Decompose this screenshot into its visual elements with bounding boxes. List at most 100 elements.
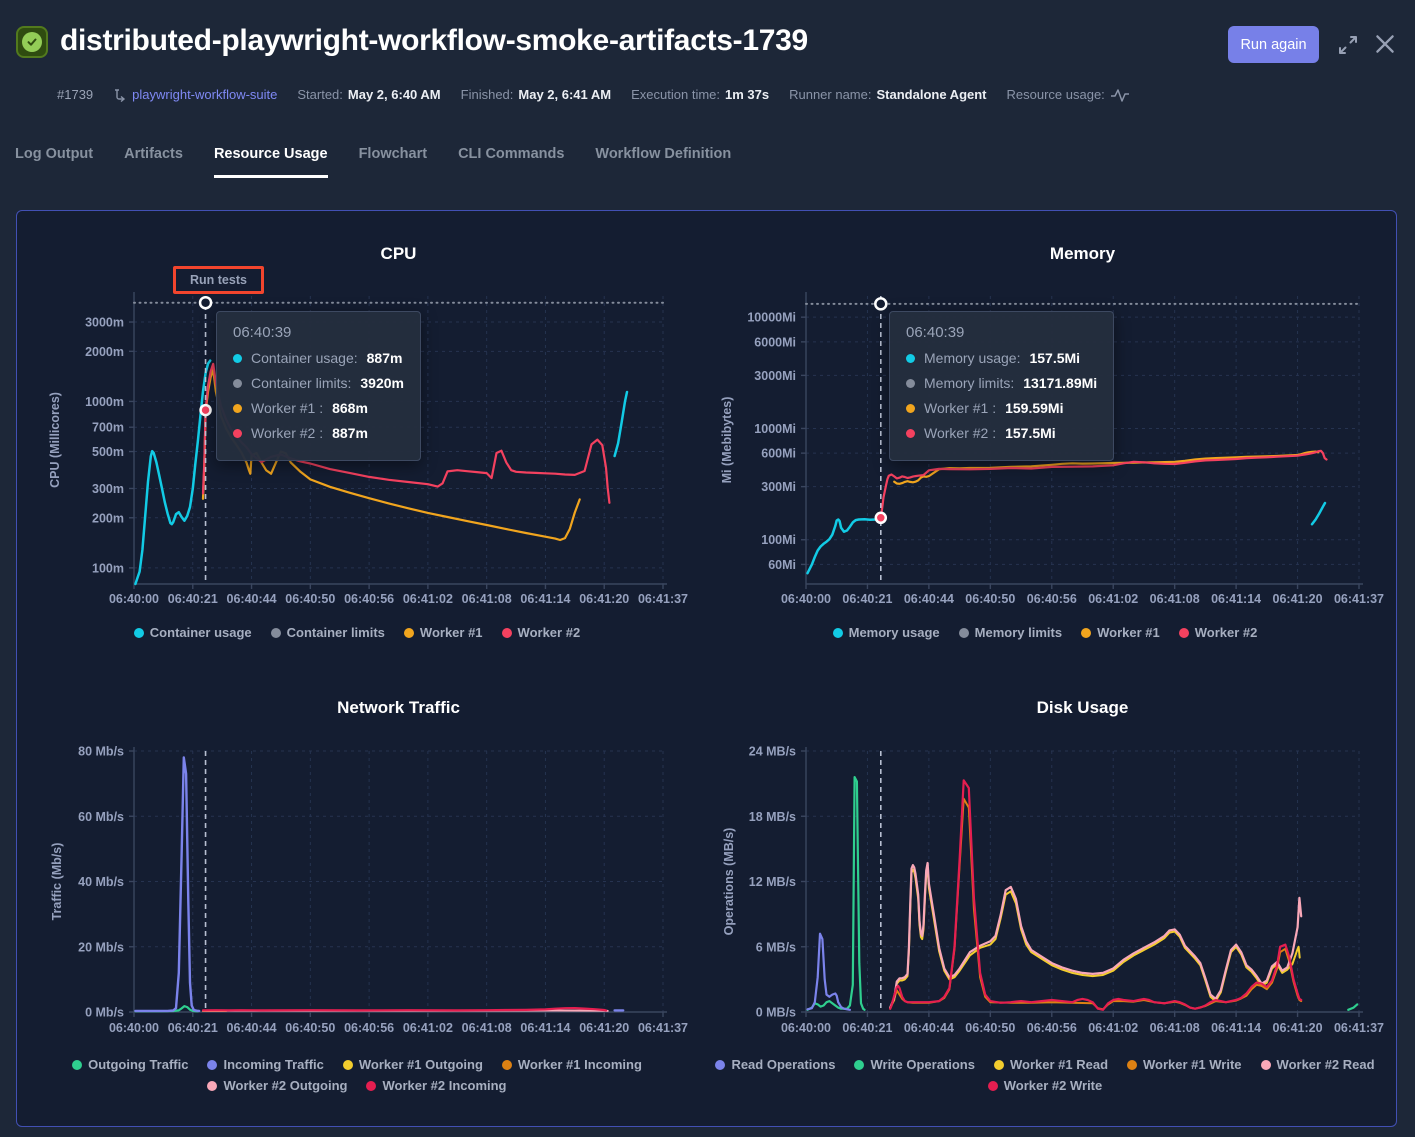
svg-text:300m: 300m xyxy=(92,482,124,496)
svg-text:600Mi: 600Mi xyxy=(761,447,796,461)
legend-item[interactable]: Worker #2 xyxy=(501,625,580,640)
tooltip-row: Container limits: 3920m xyxy=(233,375,404,391)
svg-text:06:40:56: 06:40:56 xyxy=(344,1021,394,1035)
legend-item[interactable]: Memory usage xyxy=(832,625,940,640)
legend-item[interactable]: Worker #2 xyxy=(1178,625,1257,640)
tab-workflow-definition[interactable]: Workflow Definition xyxy=(595,146,732,162)
legend-item[interactable]: Container limits xyxy=(270,625,385,640)
svg-text:06:41:20: 06:41:20 xyxy=(1273,1021,1323,1035)
svg-text:06:40:56: 06:40:56 xyxy=(344,592,394,606)
memory-chart[interactable]: 60Mi 100Mi 300Mi 600Mi 1000Mi 3000Mi 6000Mi 100… xyxy=(691,231,1399,631)
legend-dot xyxy=(501,1059,512,1070)
meta-resource-usage[interactable]: Resource usage: xyxy=(1007,87,1130,102)
svg-text:10000Mi: 10000Mi xyxy=(747,311,796,325)
legend-item[interactable]: Worker #2 Outgoing xyxy=(207,1078,347,1093)
svg-text:06:40:21: 06:40:21 xyxy=(842,1021,892,1035)
memory-legend: Memory usage Memory limits Worker #1 Worker… xyxy=(691,625,1399,640)
svg-text:06:40:00: 06:40:00 xyxy=(109,1021,159,1035)
legend-item[interactable]: Worker #2 Write xyxy=(987,1078,1102,1093)
svg-text:06:41:14: 06:41:14 xyxy=(1211,592,1261,606)
expand-icon[interactable] xyxy=(1336,33,1360,62)
svg-text:Traffic (Mb/s): Traffic (Mb/s) xyxy=(50,843,64,921)
disk-usage-chart[interactable]: 0 MB/s 6 MB/s 12 MB/s 18 MB/s 24 MB/s 06:40:0… xyxy=(691,689,1399,1089)
legend-dot xyxy=(366,1080,377,1091)
svg-text:06:41:37: 06:41:37 xyxy=(638,1021,688,1035)
legend-dot xyxy=(987,1080,998,1091)
legend-item[interactable]: Worker #1 Incoming xyxy=(501,1057,642,1072)
tab-bar: Log Output Artifacts Resource Usage Flowcha… xyxy=(15,146,731,178)
svg-text:700m: 700m xyxy=(92,421,124,435)
network-legend: Outgoing Traffic Incoming Traffic Worker #… xyxy=(21,1057,693,1093)
svg-text:500m: 500m xyxy=(92,445,124,459)
legend-item[interactable]: Worker #2 Incoming xyxy=(366,1078,507,1093)
legend-item[interactable]: Worker #2 Read xyxy=(1260,1057,1375,1072)
tab-cli-commands[interactable]: CLI Commands xyxy=(458,146,565,162)
legend-item[interactable]: Worker #1 Read xyxy=(993,1057,1108,1072)
tooltip-row: Worker #1 :159.59Mi xyxy=(906,400,1097,416)
pipeline-link[interactable]: playwright-workflow-suite xyxy=(113,87,277,102)
svg-text:06:41:08: 06:41:08 xyxy=(462,1021,512,1035)
tooltip-row: Worker #2 :887m xyxy=(233,425,404,441)
tooltip-row: Worker #2 :157.5Mi xyxy=(906,425,1097,441)
network-traffic-chart[interactable]: 0 Mb/s 20 Mb/s 40 Mb/s 60 Mb/s 80 Mb/s 06:40:… xyxy=(21,689,693,1089)
svg-text:2000m: 2000m xyxy=(85,345,124,359)
svg-text:06:41:20: 06:41:20 xyxy=(1273,592,1323,606)
pipeline-icon xyxy=(115,88,126,102)
svg-text:06:41:08: 06:41:08 xyxy=(1150,592,1200,606)
legend-item[interactable]: Write Operations xyxy=(854,1057,975,1072)
svg-text:12 MB/s: 12 MB/s xyxy=(749,875,796,889)
svg-text:40 Mb/s: 40 Mb/s xyxy=(78,875,124,889)
svg-text:Operations (MB/s): Operations (MB/s) xyxy=(722,828,736,936)
svg-text:CPU: CPU xyxy=(381,244,417,263)
legend-dot xyxy=(403,627,414,638)
svg-text:1000Mi: 1000Mi xyxy=(754,422,796,436)
legend-dot xyxy=(958,627,969,638)
svg-text:06:41:20: 06:41:20 xyxy=(579,592,629,606)
legend-item[interactable]: Worker #1 xyxy=(1081,625,1160,640)
run-tests-annotation: Run tests xyxy=(173,266,264,294)
run-again-button[interactable]: Run again xyxy=(1228,26,1319,63)
svg-text:CPU (Millicores): CPU (Millicores) xyxy=(48,392,62,488)
cpu-legend: Container usage Container limits Worker #1… xyxy=(21,625,693,640)
svg-text:06:40:00: 06:40:00 xyxy=(109,592,159,606)
tab-log-output[interactable]: Log Output xyxy=(15,146,94,162)
meta-execution-time: Execution time: 1m 37s xyxy=(631,87,770,102)
tooltip-row: Memory limits: 13171.89Mi xyxy=(906,375,1097,391)
svg-text:06:40:00: 06:40:00 xyxy=(781,592,831,606)
svg-text:06:40:56: 06:40:56 xyxy=(1027,1021,1077,1035)
svg-text:3000Mi: 3000Mi xyxy=(754,369,796,383)
svg-text:1000m: 1000m xyxy=(85,395,124,409)
tooltip-time: 06:40:39 xyxy=(233,324,292,341)
svg-text:200m: 200m xyxy=(92,511,124,525)
legend-item[interactable]: Incoming Traffic xyxy=(207,1057,324,1072)
legend-item[interactable]: Worker #1 Write xyxy=(1127,1057,1242,1072)
svg-text:80 Mb/s: 80 Mb/s xyxy=(78,745,124,759)
svg-text:06:41:08: 06:41:08 xyxy=(1150,1021,1200,1035)
meta-finished: Finished: May 2, 6:41 AM xyxy=(460,87,612,102)
legend-item[interactable]: Container usage xyxy=(133,625,252,640)
pulse-icon xyxy=(1110,88,1129,102)
svg-text:06:41:08: 06:41:08 xyxy=(462,592,512,606)
legend-item[interactable]: Worker #1 xyxy=(403,625,483,640)
tab-artifacts[interactable]: Artifacts xyxy=(124,146,183,162)
svg-text:100Mi: 100Mi xyxy=(761,533,796,547)
cpu-chart[interactable]: 100m 200m 300m 500m 700m 1000m 2000m 3000m 06:40… xyxy=(21,231,693,631)
memory-tooltip: 06:40:39 Memory usage: 157.5Mi Memory limit… xyxy=(889,311,1115,461)
svg-text:3000m: 3000m xyxy=(85,316,124,330)
tab-flowchart[interactable]: Flowchart xyxy=(358,146,428,162)
svg-text:06:41:37: 06:41:37 xyxy=(638,592,688,606)
legend-item[interactable]: Worker #1 Outgoing xyxy=(342,1057,483,1072)
svg-text:60 Mb/s: 60 Mb/s xyxy=(78,810,124,824)
svg-text:06:41:14: 06:41:14 xyxy=(520,1021,570,1035)
svg-text:06:41:14: 06:41:14 xyxy=(1211,1021,1261,1035)
svg-text:Network Traffic: Network Traffic xyxy=(337,698,460,717)
legend-dot xyxy=(854,1059,865,1070)
svg-text:06:40:56: 06:40:56 xyxy=(1027,592,1077,606)
close-icon[interactable] xyxy=(1372,31,1398,62)
legend-item[interactable]: Outgoing Traffic xyxy=(72,1057,188,1072)
tab-resource-usage[interactable]: Resource Usage xyxy=(213,146,328,178)
svg-text:06:40:21: 06:40:21 xyxy=(168,1021,218,1035)
disk-legend: Read Operations Write Operations Worker #1… xyxy=(691,1057,1399,1093)
legend-item[interactable]: Memory limits xyxy=(958,625,1062,640)
legend-item[interactable]: Read Operations xyxy=(715,1057,835,1072)
